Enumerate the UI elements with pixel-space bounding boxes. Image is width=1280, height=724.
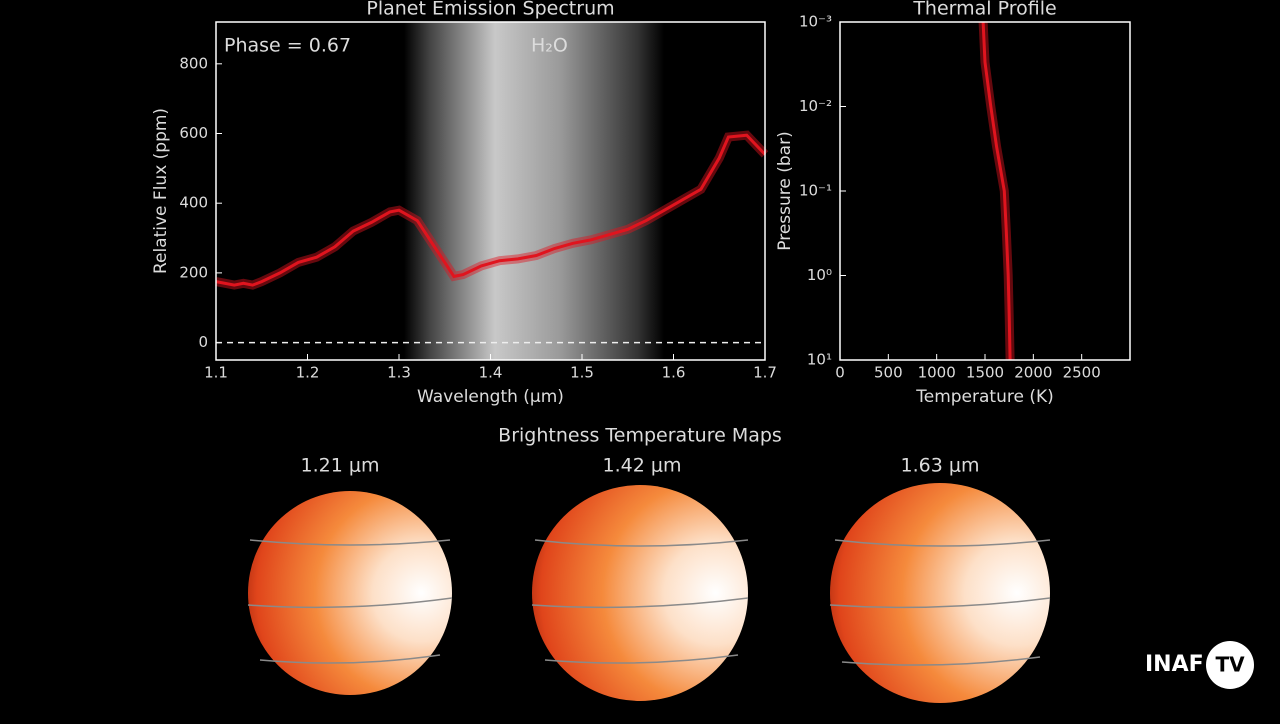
line xyxy=(215,133,767,287)
x-tick-label: 0 xyxy=(835,364,845,382)
y-tick-label: 600 xyxy=(179,124,208,142)
maps: Brightness Temperature Maps 1.21 μm 1.42… xyxy=(247,425,1051,703)
y-tick-label: 800 xyxy=(179,54,208,72)
map-label: 1.63 μm xyxy=(901,455,980,477)
x-tick-label: 500 xyxy=(874,364,903,382)
logo-circle xyxy=(1206,641,1254,689)
logo: INAF TV xyxy=(1145,641,1254,689)
x-tick-label: 1.1 xyxy=(204,364,228,382)
logo-text: INAF xyxy=(1145,652,1204,677)
x-tick-label: 1500 xyxy=(966,364,1004,382)
planet-map xyxy=(248,491,452,695)
absorption-band xyxy=(404,22,664,360)
y-axis-label: Pressure (bar) xyxy=(775,131,795,250)
x-tick-label: 1.5 xyxy=(570,364,594,382)
y-tick-label: 10⁻¹ xyxy=(799,182,832,200)
map-label: 1.42 μm xyxy=(603,455,682,477)
annotation: Phase = 0.67 xyxy=(224,35,351,57)
plot-frame xyxy=(839,21,1131,361)
x-tick-label: 1.7 xyxy=(753,364,777,382)
latitude-lines xyxy=(247,539,1051,666)
x-tick-label: 1.6 xyxy=(662,364,686,382)
y-tick-label: 10⁰ xyxy=(807,266,832,284)
line xyxy=(981,21,1012,361)
y-axis-label: Relative Flux (ppm) xyxy=(151,108,171,274)
y-tick-label: 10¹ xyxy=(807,351,832,369)
x-tick-label: 2500 xyxy=(1063,364,1101,382)
x-tick-label: 1000 xyxy=(918,364,956,382)
x-axis-label: Wavelength (μm) xyxy=(417,387,564,407)
x-axis-label: Temperature (K) xyxy=(915,387,1054,407)
map-label: 1.21 μm xyxy=(301,455,380,477)
x-tick-label: 1.2 xyxy=(296,364,320,382)
x-tick-label: 1.3 xyxy=(387,364,411,382)
y-tick-label: 10⁻³ xyxy=(799,13,832,31)
planet-map xyxy=(532,485,748,701)
plot-frame xyxy=(215,21,766,361)
maps-title: Brightness Temperature Maps xyxy=(498,425,782,447)
y-tick-label: 0 xyxy=(198,333,208,351)
x-tick-label: 2000 xyxy=(1014,364,1052,382)
y-tick-label: 10⁻² xyxy=(799,97,832,115)
planet-map xyxy=(830,483,1050,703)
chart-title: Planet Emission Spectrum xyxy=(366,0,614,20)
x-tick-label: 1.4 xyxy=(479,364,503,382)
annotation: H₂O xyxy=(531,35,568,57)
y-tick-label: 400 xyxy=(179,194,208,212)
y-tick-label: 200 xyxy=(179,263,208,281)
chart-title: Thermal Profile xyxy=(912,0,1056,20)
logo-tv: TV xyxy=(1215,653,1245,677)
